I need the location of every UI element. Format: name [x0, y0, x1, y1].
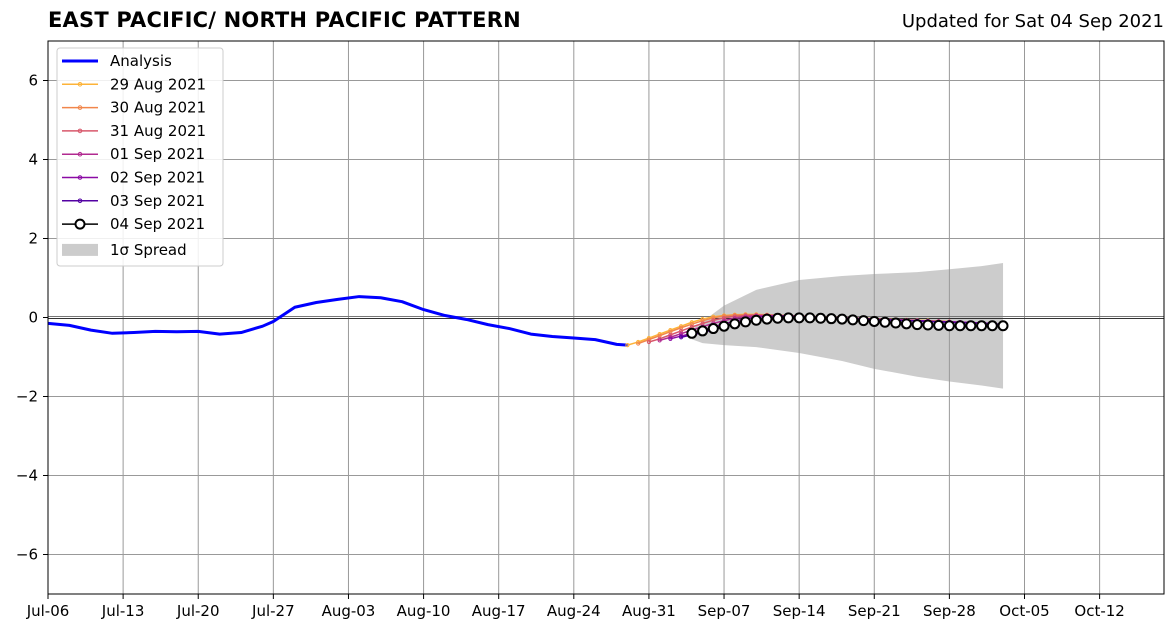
zero-line-layer [48, 316, 1164, 319]
forecast-point [815, 312, 827, 324]
y-tick-label: 6 [28, 72, 38, 90]
forecast-point [890, 317, 902, 329]
legend-label: 30 Aug 2021 [110, 99, 206, 117]
forecast-point [625, 343, 630, 348]
x-tick-label: Sep-28 [923, 602, 976, 620]
forecast-point [900, 318, 912, 330]
forecast-point [911, 319, 923, 331]
y-tick-label: 4 [28, 151, 38, 169]
forecast-point [711, 315, 716, 320]
x-tick-label: Aug-03 [322, 602, 376, 620]
legend-swatch-marker [77, 198, 83, 204]
forecast-point [943, 320, 955, 332]
x-tick-label: Jul-27 [251, 602, 295, 620]
x-tick-label: Sep-07 [698, 602, 751, 620]
forecast-point [772, 312, 784, 324]
forecast-point [976, 320, 988, 332]
legend-label: 1σ Spread [110, 241, 187, 259]
forecast-point [686, 327, 698, 339]
chart-subtitle: Updated for Sat 04 Sep 2021 [901, 11, 1164, 32]
forecast-point [922, 319, 934, 331]
legend-label: 03 Sep 2021 [110, 192, 205, 210]
y-tick-label: 2 [28, 230, 38, 248]
x-tick-label: Aug-24 [547, 602, 601, 620]
x-tick-label: Oct-05 [999, 602, 1049, 620]
y-tick-label: 0 [28, 309, 38, 327]
forecast-point [997, 320, 1009, 332]
forecast-point [668, 336, 673, 341]
legend: Analysis 29 Aug 2021 30 Aug 2021 31 Aug 202… [56, 47, 224, 267]
forecast-point [636, 341, 641, 346]
y-tick-label: −2 [16, 388, 38, 406]
legend-label: 31 Aug 2021 [110, 122, 206, 140]
x-tick-label: Jul-06 [26, 602, 70, 620]
legend-label: Analysis [110, 52, 172, 70]
forecast-point [782, 312, 794, 324]
x-tick-label: Aug-17 [472, 602, 526, 620]
y-axis-ticks: 6 4 2 0 −2 −4 −6 [16, 72, 48, 564]
x-tick-label: Jul-20 [176, 602, 220, 620]
y-tick-label: −6 [16, 546, 38, 564]
forecast-point [933, 319, 945, 331]
forecast-point [697, 325, 709, 337]
x-tick-label: Aug-31 [622, 602, 676, 620]
forecast-point [729, 318, 741, 330]
legend-swatch-spread [62, 243, 98, 256]
forecast-point [879, 316, 891, 328]
legend-label: 01 Sep 2021 [110, 145, 205, 163]
forecast-point [965, 320, 977, 332]
legend-swatch-marker [74, 218, 86, 230]
legend-label: 29 Aug 2021 [110, 75, 206, 93]
forecast-point [868, 315, 880, 327]
legend-box [56, 47, 224, 267]
forecast-point [718, 320, 730, 332]
forecast-point [657, 338, 662, 343]
series-layer [47, 295, 1009, 348]
legend-swatch-marker [77, 105, 83, 110]
legend-swatch-marker [77, 151, 83, 157]
forecast-point [836, 313, 848, 325]
forecast-point [793, 312, 805, 324]
analysis-line [47, 295, 628, 347]
y-tick-label: −4 [16, 467, 38, 485]
forecast-point [668, 335, 673, 340]
spread-band [691, 262, 1004, 389]
forecast-point [825, 313, 837, 325]
x-tick-label: Oct-12 [1074, 602, 1124, 620]
forecast-point [804, 312, 816, 324]
legend-swatch-marker [77, 175, 83, 180]
chart-title: EAST PACIFIC/ NORTH PACIFIC PATTERN [48, 8, 521, 32]
forecast-point [750, 314, 762, 326]
x-tick-label: Aug-10 [397, 602, 451, 620]
legend-swatch-marker [77, 82, 83, 87]
forecast-point [847, 314, 859, 326]
forecast-point [657, 336, 662, 341]
forecast-point [707, 323, 719, 335]
forecast-point [954, 320, 966, 332]
x-axis-ticks: Jul-06 Jul-13 Jul-20 Jul-27 Aug-03 Aug-10 Aug-… [26, 594, 1125, 620]
x-tick-label: Sep-14 [773, 602, 826, 620]
spread-layer [691, 262, 1004, 389]
forecast-point [636, 339, 641, 345]
legend-swatch-marker [77, 128, 83, 134]
forecast-point [986, 320, 998, 332]
legend-label: 04 Sep 2021 [110, 215, 205, 233]
forecast-point [646, 339, 652, 345]
x-tick-label: Jul-13 [101, 602, 145, 620]
legend-label: 02 Sep 2021 [110, 169, 205, 187]
x-tick-label: Sep-21 [848, 602, 901, 620]
forecast-point [761, 313, 773, 325]
forecast-point [858, 315, 870, 327]
grid-layer [48, 41, 1164, 594]
forecast-point [740, 316, 751, 328]
forecast-point [679, 335, 684, 340]
